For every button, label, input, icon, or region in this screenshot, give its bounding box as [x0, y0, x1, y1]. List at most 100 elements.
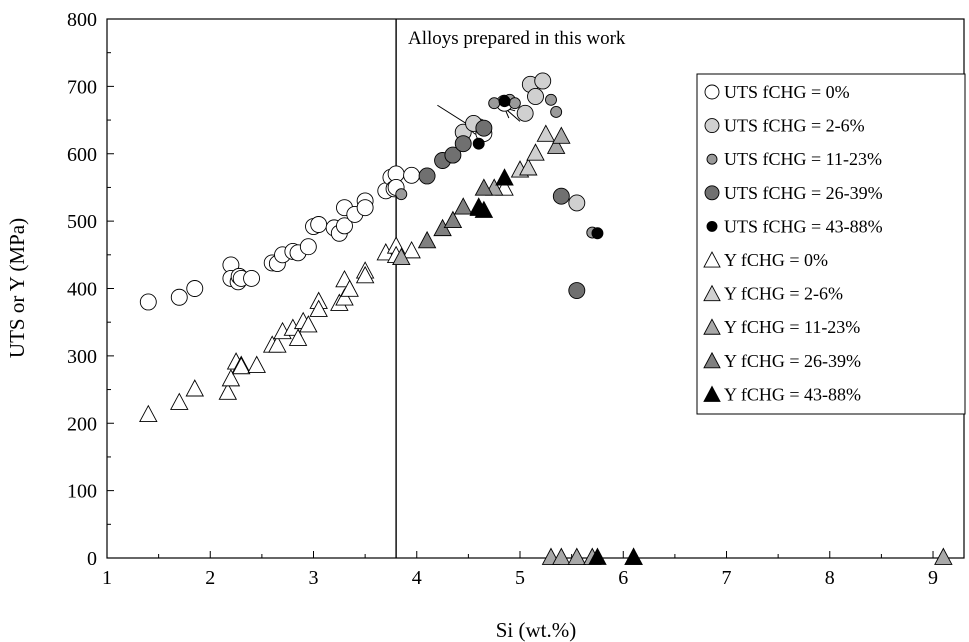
- point-s5-17: [309, 299, 328, 317]
- annotation-text: Alloys prepared in this work: [408, 28, 626, 49]
- y-tick-label-2: 200: [67, 413, 97, 435]
- point-s3-2: [444, 146, 462, 164]
- legend-marker-6: [703, 284, 721, 302]
- legend-label-2: UTS fCHG = 11-23%: [724, 149, 882, 169]
- point-s3-6: [568, 282, 586, 299]
- legend-marker-3: [704, 185, 720, 201]
- point-s5-27: [402, 241, 421, 259]
- legend-marker-2: [706, 153, 718, 165]
- point-s5-4: [221, 369, 241, 387]
- x-tick-label-7: 8: [825, 567, 835, 589]
- legend-marker-1: [704, 118, 720, 134]
- point-s5-13: [288, 328, 308, 346]
- point-s5-3: [218, 382, 238, 400]
- legend-label-7: Y fCHG = 11-23%: [724, 317, 860, 337]
- point-s7-9: [934, 547, 953, 565]
- point-s3-3: [454, 135, 472, 153]
- legend-marker-0: [704, 84, 720, 100]
- y-tick-label-5: 500: [67, 211, 97, 233]
- point-s0-1: [170, 288, 188, 306]
- y-tick-label-8: 800: [67, 9, 97, 31]
- point-s2-4: [545, 93, 557, 106]
- point-s0-20: [336, 217, 353, 235]
- point-s5-2: [185, 379, 205, 397]
- axis-ticks: [106, 18, 934, 559]
- legend-label-0: UTS fCHG = 0%: [724, 82, 850, 102]
- point-s5-10: [268, 335, 287, 353]
- point-s1-2: [516, 104, 534, 122]
- point-s0-16: [310, 216, 328, 233]
- x-axis-title: Si (wt.%): [496, 618, 577, 642]
- point-s5-15: [299, 315, 318, 333]
- point-s2-3: [508, 97, 521, 110]
- legend-label-4: UTS fCHG = 43-88%: [724, 216, 883, 236]
- point-s7-5: [552, 547, 571, 565]
- point-s1-5: [534, 72, 552, 90]
- point-s1-6: [568, 194, 586, 212]
- point-s5-1: [170, 392, 189, 410]
- point-s8-0: [417, 230, 437, 249]
- point-s5-0: [139, 404, 158, 423]
- point-s5-8: [247, 355, 266, 373]
- legend-label-8: Y fCHG = 26-39%: [724, 351, 861, 371]
- point-s5-19: [335, 288, 354, 306]
- point-s0-8: [243, 269, 261, 287]
- point-s5-21: [340, 279, 359, 297]
- point-s7-2: [546, 136, 566, 154]
- x-tick-label-8: 9: [928, 567, 938, 589]
- legend-label-9: Y fCHG = 43-88%: [724, 384, 861, 404]
- point-s4-1: [498, 95, 511, 108]
- point-s4-0: [472, 137, 485, 150]
- y-tick-label-7: 700: [67, 76, 97, 98]
- point-s6-2: [526, 143, 545, 161]
- point-s7-6: [567, 547, 587, 565]
- point-s0-29: [403, 166, 421, 184]
- x-tick-label-5: 6: [618, 567, 628, 589]
- y-axis-title: UTS or Y (MPa): [5, 218, 29, 358]
- x-tick-label-2: 3: [309, 567, 319, 589]
- point-s2-0: [395, 188, 408, 201]
- x-tick-label-3: 4: [412, 567, 422, 589]
- tick-labels: 1 2 3 4 5 6 7 8 9 0 100 200 300 400 500 600 700 800: [67, 9, 938, 589]
- point-s2-5: [550, 106, 563, 118]
- point-s0-14: [299, 238, 317, 256]
- point-s0-23: [356, 199, 374, 217]
- legend-box: [696, 73, 966, 415]
- legend-label-6: Y fCHG = 2-6%: [724, 284, 843, 304]
- legend-marker-4: [706, 220, 718, 232]
- point-s6-3: [536, 124, 556, 142]
- point-s3-0: [418, 167, 436, 185]
- point-s7-3: [552, 126, 571, 144]
- x-tick-label-1: 2: [205, 567, 215, 589]
- x-tick-label-6: 7: [722, 567, 732, 589]
- point-s5-23: [355, 265, 375, 284]
- legend-marker-9: [703, 385, 721, 402]
- point-s9-1: [474, 200, 494, 218]
- point-s0-2: [186, 280, 204, 297]
- x-tick-label-0: 1: [102, 567, 112, 589]
- point-s4-2: [591, 227, 604, 240]
- point-s7-0: [392, 247, 411, 266]
- y-tick-label-6: 600: [67, 144, 97, 166]
- point-s6-1: [519, 158, 538, 176]
- legend-marker-5: [703, 251, 721, 268]
- y-tick-label-0: 0: [87, 548, 97, 570]
- legend-label-1: UTS fCHG = 2-6%: [724, 116, 865, 136]
- point-s0-0: [139, 293, 157, 311]
- x-tick-label-4: 5: [515, 567, 525, 589]
- legend: UTS fCHG = 0% UTS fCHG = 2-6% UTS fCHG = 1…: [696, 73, 966, 415]
- legend-marker-8: [703, 351, 721, 369]
- point-s8-4: [474, 178, 494, 196]
- point-s9-3: [588, 547, 607, 565]
- legend-label-3: UTS fCHG = 26-39%: [724, 183, 883, 203]
- y-tick-label-4: 400: [67, 279, 97, 301]
- point-s8-3: [453, 197, 473, 215]
- point-s8-2: [443, 210, 463, 229]
- data-points: [139, 72, 953, 565]
- legend-label-5: Y fCHG = 0%: [724, 250, 828, 270]
- point-s1-4: [527, 88, 544, 105]
- point-s3-4: [475, 119, 493, 137]
- point-s9-4: [624, 547, 643, 565]
- point-s3-5: [552, 187, 570, 205]
